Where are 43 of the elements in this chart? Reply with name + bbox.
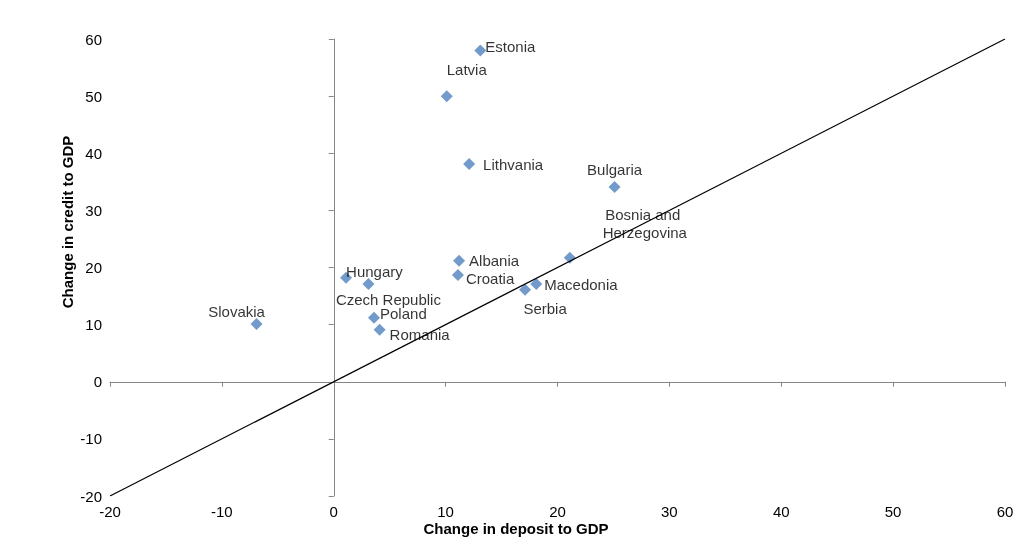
point <box>368 311 381 324</box>
annotation: Albania <box>469 252 520 270</box>
y-tick-label: 10 <box>85 316 102 334</box>
y-tick-label: 30 <box>85 201 102 219</box>
x-tick-label: 50 <box>884 503 902 520</box>
y-tick-label: -10 <box>80 430 102 448</box>
y-tick-label: -20 <box>80 487 102 505</box>
y-tick-label: 40 <box>85 144 102 162</box>
annotation: Estonia <box>485 37 536 55</box>
x-tick-label: 10 <box>437 503 454 520</box>
point <box>453 254 466 267</box>
x-tick-label: 0 <box>329 503 338 520</box>
point <box>463 158 476 171</box>
y-tick-label: 0 <box>93 373 102 391</box>
x-tick-label: 20 <box>549 503 566 520</box>
x-tick-label: -20 <box>99 503 121 520</box>
point <box>530 278 543 291</box>
point <box>250 318 263 331</box>
point <box>373 323 386 336</box>
x-tick-label: -10 <box>211 503 233 520</box>
annotation: Serbia <box>523 300 568 318</box>
x-tick-label: 60 <box>996 503 1014 520</box>
annotation: Macedonia <box>544 275 619 293</box>
annotation: Bulgaria <box>587 161 643 179</box>
x-axis-title: Change in deposit to GDP <box>423 520 609 537</box>
annotation: Latvia <box>446 60 488 78</box>
point <box>608 180 621 193</box>
x-tick-label: 40 <box>772 503 790 520</box>
point <box>474 44 487 57</box>
annotation: Croatia <box>465 270 515 288</box>
annotation: Slovakia <box>208 302 266 320</box>
x-tick-label: 30 <box>661 503 678 520</box>
point <box>440 90 453 103</box>
annotation: Poland <box>380 305 427 323</box>
y-tick-label: 20 <box>85 259 102 276</box>
annotation: Hungary <box>346 263 404 281</box>
y-tick-label: 50 <box>85 87 102 105</box>
y-axis-title: Change in credit to GDP <box>59 135 76 309</box>
annotation: Czech Republic <box>335 290 442 308</box>
y-tick-label: 60 <box>85 30 102 48</box>
point <box>451 268 464 281</box>
point <box>519 283 532 296</box>
annotation: Lithvania <box>483 155 544 173</box>
